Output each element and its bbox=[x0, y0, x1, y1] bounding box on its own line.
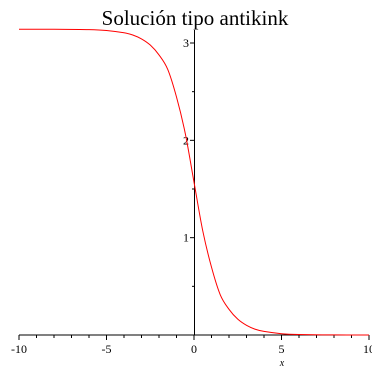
antikink-series-line bbox=[18, 28, 370, 336]
y-tick-label: 3 bbox=[183, 36, 189, 50]
x-tick-labels: -10 -5 0 5 10 bbox=[11, 342, 372, 356]
x-tick-label: 10 bbox=[363, 342, 372, 356]
y-tick-label: 2 bbox=[183, 133, 189, 147]
x-tick-label: 5 bbox=[279, 342, 285, 356]
y-axis-ticks bbox=[190, 42, 194, 287]
y-tick-label: 1 bbox=[183, 231, 189, 245]
x-axis-title: x bbox=[279, 358, 285, 368]
series-group bbox=[18, 28, 370, 336]
x-axis-ticks bbox=[18, 335, 370, 340]
x-tick-label: -5 bbox=[102, 342, 112, 356]
x-tick-label: 0 bbox=[191, 342, 197, 356]
chart-title: Solución tipo antikink bbox=[102, 6, 289, 30]
y-tick-labels: 1 2 3 bbox=[183, 36, 189, 245]
x-tick-label: -10 bbox=[11, 342, 27, 356]
